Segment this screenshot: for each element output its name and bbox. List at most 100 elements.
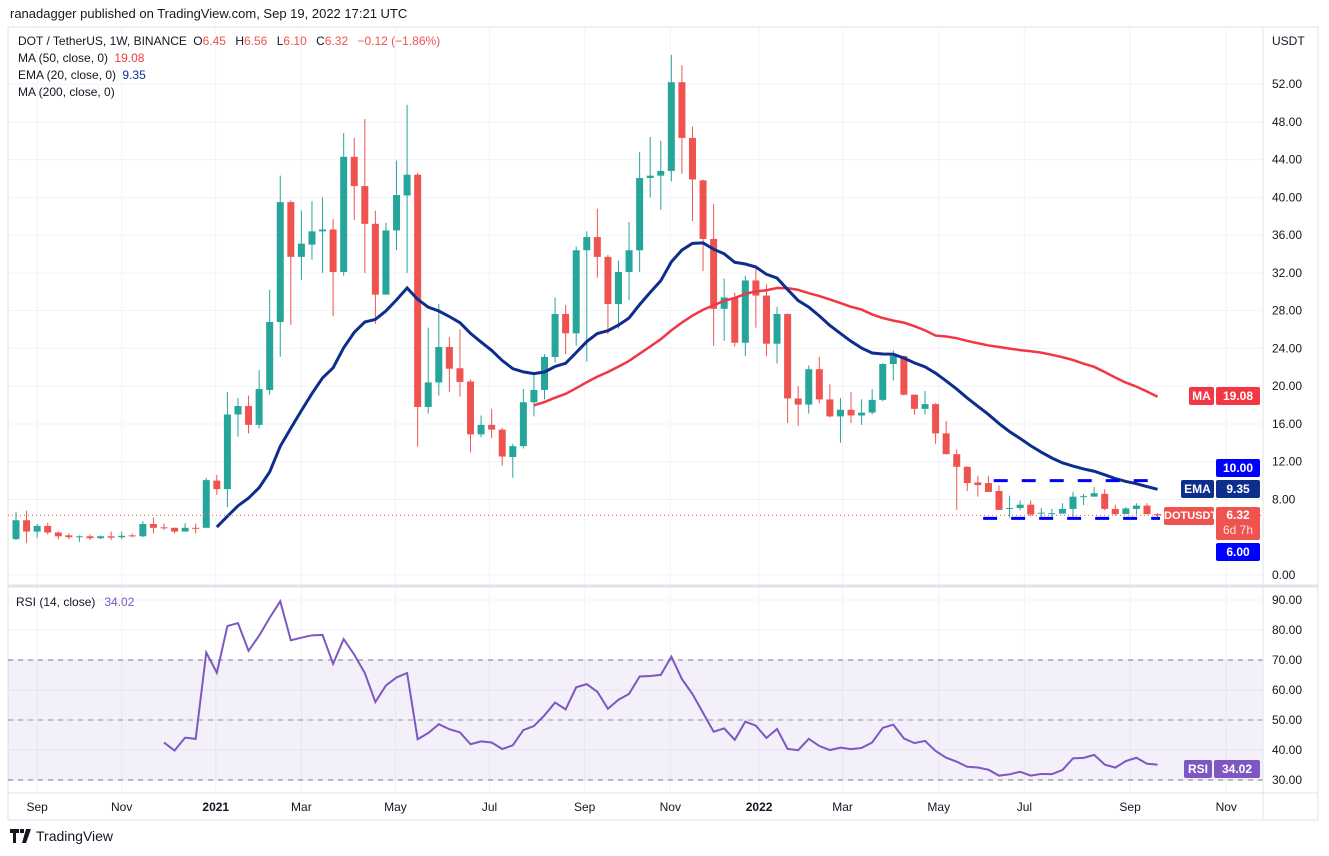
candle [710,204,718,346]
price-tick-label: 36.00 [1272,228,1302,242]
candle [932,403,940,444]
candle [424,327,432,414]
candle-body [33,525,41,532]
candle [202,477,210,528]
candle [509,443,517,478]
change-value: −0.12 (−1.86%) [357,34,441,48]
candle [604,254,612,335]
candle [720,278,728,341]
candle-body [44,525,52,533]
rsi-tick-label: 70.00 [1272,653,1302,667]
candle [636,152,644,272]
candle-body [65,535,73,538]
candle-body [308,231,316,245]
candle [255,370,263,429]
candle [815,356,823,404]
time-tick-label: 2022 [746,800,773,814]
candle [234,397,242,437]
candle [1016,500,1024,511]
candle [276,175,284,357]
candle-body [1069,496,1077,509]
candle-body [107,536,115,538]
candle-body [361,186,369,224]
time-axis[interactable]: Sep Nov 2021 Mar May Jul Sep Nov 2022 Mar May Jul Se… [26,800,1236,814]
candle [910,394,918,415]
price-tick-label: 40.00 [1272,190,1302,204]
candle [118,531,126,540]
candle-body [139,524,147,537]
candle [741,275,749,356]
candle [149,517,157,534]
tradingview-logo-icon [10,829,31,843]
candle [97,535,105,540]
candle [393,160,401,251]
candle [688,126,696,221]
candle-body [297,243,305,257]
candle [498,427,506,466]
candle [65,533,73,540]
candle-body [625,250,633,272]
time-tick-label: Nov [111,800,132,814]
candle-body [329,229,337,272]
candle-body [393,195,401,231]
publish-info: ranadagger published on TradingView.com,… [10,6,408,21]
candle [245,395,253,434]
price-tick-label: 16.00 [1272,417,1302,431]
symbol-name[interactable]: DOT / TetherUS, 1W, BINANCE [18,34,187,48]
candle-body [636,178,644,251]
close-label: C [316,34,325,48]
candle-body [255,389,263,425]
candle [477,415,485,438]
rsi-legend[interactable]: RSI (14, close) 34.02 [16,595,137,609]
candle-body [266,322,274,390]
candle [266,289,274,395]
candle-body [192,527,200,529]
candle-body [1037,512,1045,514]
candle-body [762,295,770,344]
candle-body [382,230,390,295]
candle-body [12,520,20,540]
candle-body [995,490,1003,510]
candle [467,379,475,453]
price-tick-label: 48.00 [1272,115,1302,129]
candle [1122,507,1130,515]
candle-body [572,250,580,334]
candle-body [900,355,908,395]
candle [942,421,950,455]
candle-body [752,280,760,296]
candle [1111,504,1119,516]
candle-body [1006,507,1014,509]
rsi-band [8,660,1263,780]
rsi-tick-label: 80.00 [1272,623,1302,637]
candle-body [403,174,411,196]
ema-legend[interactable]: EMA (20, close, 0) 9.35 [18,68,149,82]
ma50-legend[interactable]: MA (50, close, 0) 19.08 [18,51,147,65]
candle [139,521,147,538]
candle [836,397,844,443]
candle-body [657,170,665,176]
candle-body [530,389,538,403]
candle-body [86,536,94,539]
candle-body [23,520,31,532]
candle-body [836,409,844,417]
candle [1154,513,1162,518]
rsi-line [163,598,1158,777]
time-tick-label: Mar [291,800,312,814]
rsi-axis[interactable]: 90.00 80.00 70.00 60.00 50.00 40.00 30.00 [1272,593,1302,787]
ma200-legend[interactable]: MA (200, close, 0) [18,85,118,99]
tradingview-logo[interactable]: TradingView [10,828,113,844]
candle-body [731,297,739,343]
candle-body [910,394,918,409]
candle [900,355,908,396]
candle [731,292,739,347]
price-axis[interactable]: 52.00 48.00 44.00 40.00 36.00 32.00 28.00 24.00… [1272,77,1302,582]
ema-value: 9.35 [122,68,146,82]
candle-body [1058,508,1066,514]
candle [340,133,348,276]
candle-body [467,381,475,435]
candle [1006,495,1014,518]
rsi-tick-label: 60.00 [1272,683,1302,697]
candle [879,363,887,402]
candle [435,304,443,396]
